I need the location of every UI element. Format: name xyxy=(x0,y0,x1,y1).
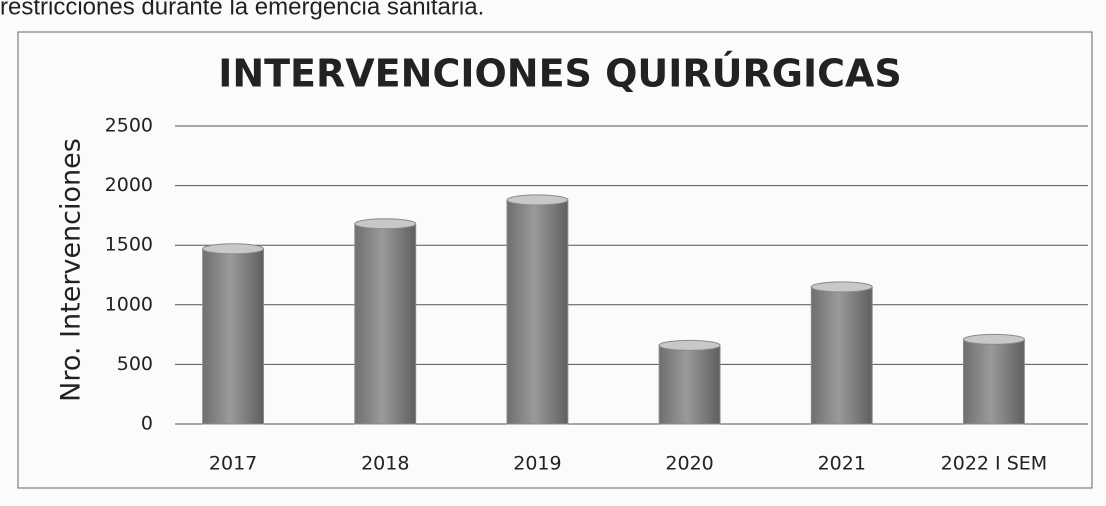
x-tick-label: 2022 I SEM xyxy=(941,453,1048,475)
x-tick-label: 2018 xyxy=(361,453,409,475)
bar-top xyxy=(810,281,873,293)
y-tick-label: 1000 xyxy=(105,293,153,315)
bar xyxy=(810,286,873,425)
bar xyxy=(354,223,417,425)
y-tick-label: 2500 xyxy=(105,115,153,137)
x-tick-label: 2021 xyxy=(818,453,866,475)
chart-title: INTERVENCIONES QUIRÚRGICAS xyxy=(218,52,902,96)
x-tick-label: 2017 xyxy=(209,453,257,475)
document-text: restricciones durante la emergencia sani… xyxy=(0,0,484,20)
bar-top xyxy=(506,194,569,206)
bar-top xyxy=(962,333,1025,345)
y-tick-label: 2000 xyxy=(105,174,153,196)
y-tick-label: 500 xyxy=(117,353,153,375)
bar-top xyxy=(354,218,417,230)
x-tick-label: 2019 xyxy=(513,453,561,475)
bar xyxy=(202,248,265,425)
bar-top xyxy=(202,243,265,255)
y-tick-label: 1500 xyxy=(105,234,153,256)
bar-top xyxy=(658,339,721,351)
chart-frame xyxy=(17,31,1093,489)
x-tick-label: 2020 xyxy=(665,453,713,475)
bar xyxy=(506,199,569,425)
bar xyxy=(658,344,721,425)
y-tick-label: 0 xyxy=(141,413,153,435)
bar xyxy=(962,338,1025,425)
y-axis-label: Nro. Intervenciones xyxy=(56,138,87,402)
